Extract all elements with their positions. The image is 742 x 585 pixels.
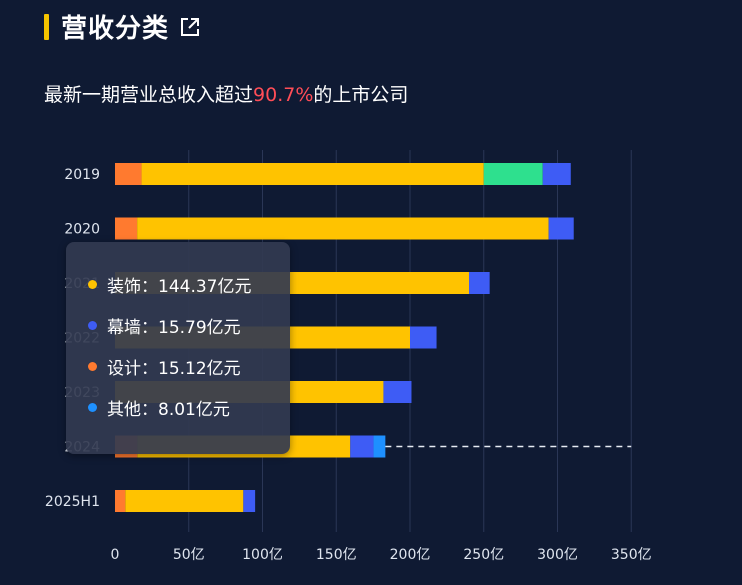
- subtitle-prefix: 最新一期营业总收入超过: [44, 84, 254, 106]
- tooltip-item-label: 其他：8.01亿元: [107, 400, 230, 420]
- bar-segment: [373, 435, 386, 458]
- x-tick-label: 300亿: [537, 547, 578, 563]
- bar-segment: [548, 217, 574, 240]
- title-accent-bar: [44, 13, 49, 40]
- bar-segment: [469, 272, 490, 294]
- subtitle-highlight: 90.7%: [253, 84, 314, 106]
- tooltip-item-label: 装饰：144.37亿元: [107, 277, 252, 297]
- chart-header: 营收分类: [44, 8, 201, 45]
- x-tick-label: 350亿: [611, 547, 652, 563]
- series-dot-icon: [88, 321, 97, 330]
- bar-segment: [483, 163, 543, 185]
- y-tick-label: 2025H1: [45, 494, 100, 510]
- x-tick-label: 150亿: [316, 547, 357, 563]
- series-dot-icon: [88, 362, 97, 371]
- bar-segment: [410, 326, 437, 349]
- series-dot-icon: [88, 403, 97, 412]
- series-dot-icon: [88, 280, 97, 289]
- external-link-icon[interactable]: [179, 16, 201, 38]
- x-tick-label: 250亿: [463, 547, 504, 563]
- tooltip-item-label: 设计：15.12亿元: [107, 359, 241, 379]
- tooltip-item: 装饰：144.37亿元: [88, 272, 251, 297]
- bar-segment: [141, 163, 484, 185]
- bar-segment: [383, 381, 412, 403]
- x-tick-label: 200亿: [390, 547, 431, 563]
- bar-segment: [115, 163, 142, 185]
- y-tick-label: 2020: [64, 222, 100, 238]
- tooltip-item-label: 幕墙：15.79亿元: [107, 318, 241, 338]
- x-tick-label: 0: [111, 547, 120, 563]
- tooltip-item: 设计：15.12亿元: [88, 354, 241, 379]
- chart-title: 营收分类: [61, 14, 170, 44]
- bar-segment: [115, 217, 138, 240]
- bar-segment: [350, 435, 374, 458]
- bar-segment: [137, 217, 549, 240]
- bar-segment: [243, 490, 256, 512]
- tooltip-item: 其他：8.01亿元: [88, 395, 230, 420]
- y-tick-label: 2019: [64, 167, 100, 183]
- chart-subtitle: 最新一期营业总收入超过90.7%的上市公司: [44, 80, 408, 107]
- subtitle-suffix: 的上市公司: [313, 84, 409, 106]
- x-tick-label: 100亿: [242, 547, 283, 563]
- x-tick-label: 50亿: [173, 547, 205, 563]
- bar-segment: [115, 490, 126, 512]
- tooltip-panel: 装饰：144.37亿元 幕墙：15.79亿元 设计：15.12亿元 其他：8.01亿元: [66, 242, 290, 454]
- bar-segment: [125, 490, 244, 512]
- bar-segment: [542, 163, 571, 185]
- tooltip-item: 幕墙：15.79亿元: [88, 313, 241, 338]
